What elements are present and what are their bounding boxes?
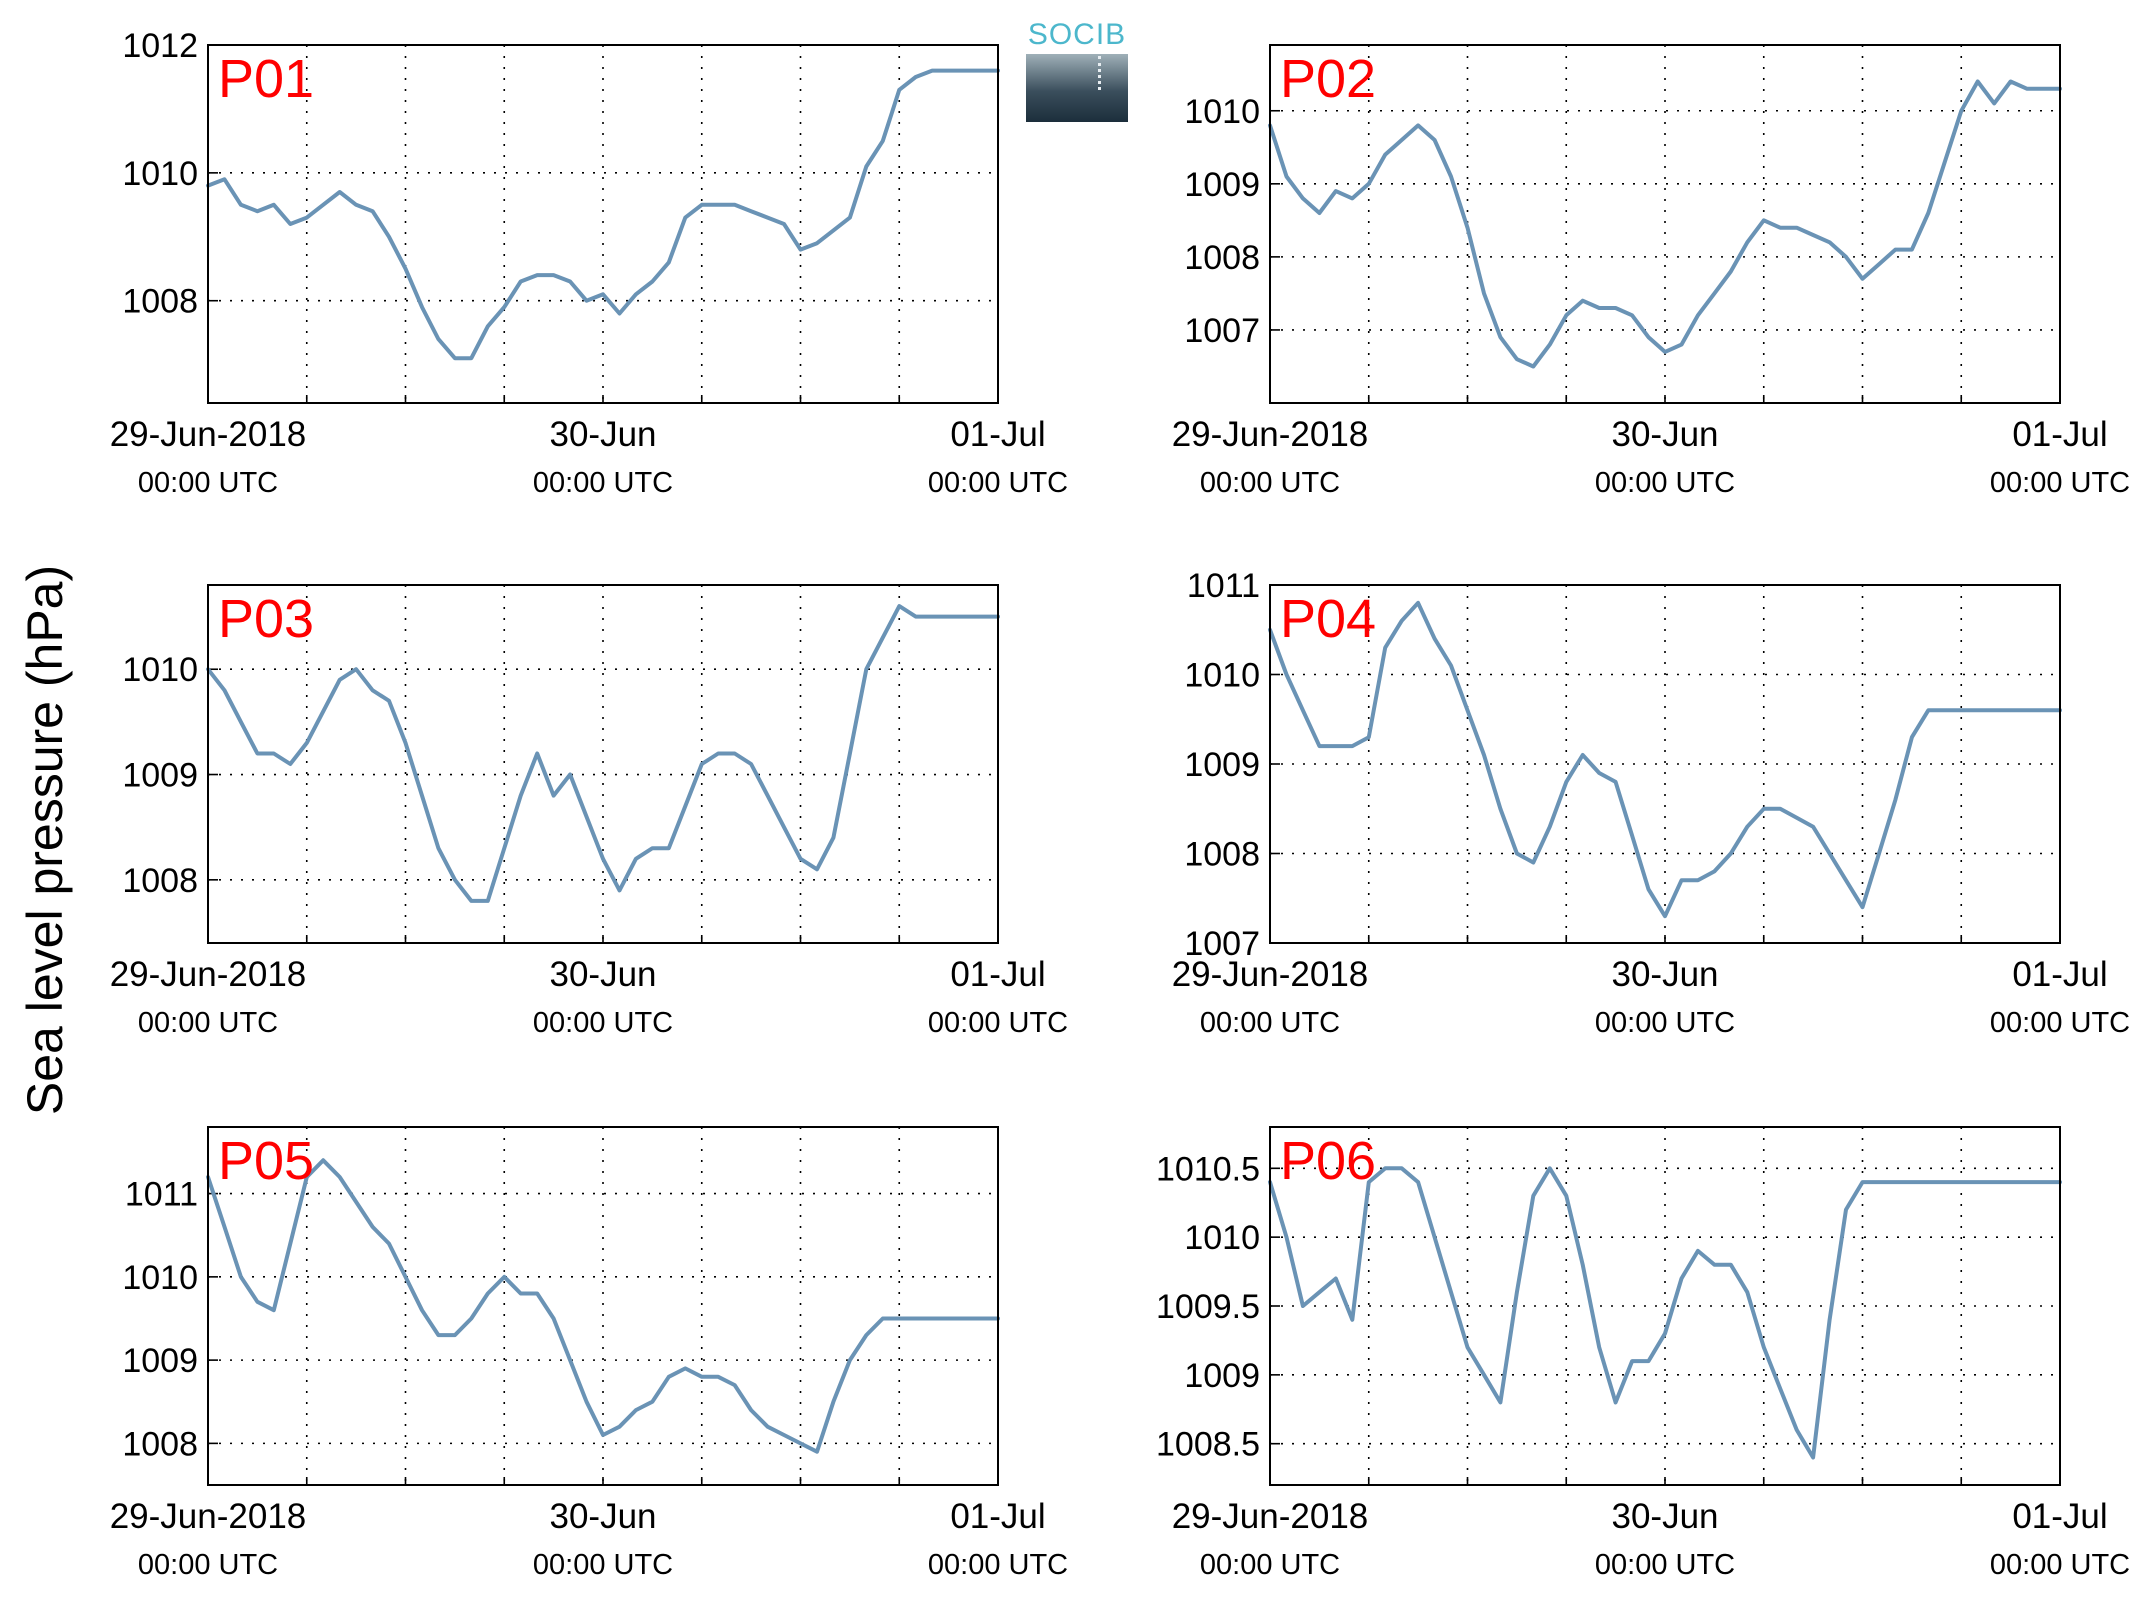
axes-frame: [207, 1126, 999, 1486]
series-line: [1268, 600, 2062, 919]
x-tick-sublabel: 00:00 UTC: [1990, 1549, 2130, 1581]
x-tick-sublabel: 00:00 UTC: [1595, 467, 1735, 499]
y-tick-label: 1010: [122, 651, 198, 689]
y-tick-label: 1009.5: [1156, 1288, 1260, 1326]
x-tick-label: 01-Jul: [2012, 955, 2107, 994]
y-tick-label: 1012: [122, 27, 198, 65]
x-tick-sublabel: 00:00 UTC: [1200, 467, 1340, 499]
panel-label: P06: [1280, 1131, 1376, 1191]
x-tick-label: 29-Jun-2018: [1172, 955, 1369, 994]
y-tick-label: 1007: [1184, 312, 1260, 350]
panel-p05: 1008 1009 1010 1011 29-Jun-2018 00:00 UTC 30-J…: [110, 1126, 1068, 1581]
panel-p04: 1007 1008 1009 1010 1011 29-Jun-2018 00:00 UTC…: [1172, 567, 2130, 1039]
x-tick-label: 01-Jul: [950, 415, 1045, 454]
axes-frame: [1269, 1126, 2061, 1486]
x-tick-label: 29-Jun-2018: [110, 415, 307, 454]
series-line: [206, 68, 1000, 361]
panel-label: P04: [1280, 589, 1376, 649]
axes-frame: [207, 44, 999, 404]
panel-p03: 1008 1009 1010 29-Jun-2018 00:00 UTC 30-Jun 00…: [110, 584, 1068, 1039]
x-tick-sublabel: 00:00 UTC: [533, 1549, 673, 1581]
y-tick-label: 1011: [1187, 567, 1260, 605]
x-tick-label: 01-Jul: [950, 1497, 1045, 1536]
panel-label: P02: [1280, 49, 1376, 109]
y-tick-label: 1007: [1184, 925, 1260, 963]
x-tick-label: 30-Jun: [549, 1497, 656, 1536]
series-line: [206, 604, 1000, 903]
axes-frame: [1269, 44, 2061, 404]
x-tick-label: 29-Jun-2018: [1172, 1497, 1369, 1536]
y-tick-label: 1009: [1184, 1357, 1260, 1395]
logo-text: SOCIB: [1027, 18, 1127, 51]
y-tick-label: 1008: [122, 283, 198, 321]
logo-block: [1026, 54, 1128, 122]
y-tick-label: 1008: [1184, 239, 1260, 277]
x-tick-sublabel: 00:00 UTC: [1595, 1007, 1735, 1039]
logo-dots: [1098, 56, 1101, 90]
y-tick-label: 1008: [122, 1425, 198, 1463]
x-tick-sublabel: 00:00 UTC: [928, 1007, 1068, 1039]
x-tick-sublabel: 00:00 UTC: [1595, 1549, 1735, 1581]
x-tick-sublabel: 00:00 UTC: [138, 467, 278, 499]
x-tick-label: 01-Jul: [2012, 1497, 2107, 1536]
panel-p02: 1007 1008 1009 1010 29-Jun-2018 00:00 UTC 30-J…: [1172, 44, 2130, 499]
x-tick-label: 30-Jun: [549, 955, 656, 994]
x-tick-sublabel: 00:00 UTC: [928, 1549, 1068, 1581]
x-tick-sublabel: 00:00 UTC: [1200, 1007, 1340, 1039]
x-tick-label: 29-Jun-2018: [1172, 415, 1369, 454]
x-tick-sublabel: 00:00 UTC: [1990, 467, 2130, 499]
x-tick-sublabel: 00:00 UTC: [533, 467, 673, 499]
socib-logo: SOCIB: [1026, 18, 1128, 122]
y-tick-label: 1010: [122, 155, 198, 193]
y-tick-label: 1010: [1184, 93, 1260, 131]
series-line: [1268, 79, 2062, 369]
y-tick-label: 1010: [1184, 657, 1260, 695]
y-tick-label: 1009: [1184, 746, 1260, 784]
panel-label: P03: [218, 589, 314, 649]
y-tick-label: 1008: [1184, 836, 1260, 874]
x-tick-sublabel: 00:00 UTC: [1990, 1007, 2130, 1039]
series-line: [206, 1158, 1000, 1454]
y-tick-label: 1011: [125, 1176, 198, 1214]
y-tick-label: 1008.5: [1156, 1426, 1260, 1464]
panel-p06: 1008.5 1009 1009.5 1010 1010.5 29-Jun-2018 00:…: [1156, 1126, 2130, 1581]
x-tick-sublabel: 00:00 UTC: [1200, 1549, 1340, 1581]
x-tick-label: 29-Jun-2018: [110, 1497, 307, 1536]
axes-frame: [207, 584, 999, 944]
y-tick-label: 1010.5: [1156, 1150, 1260, 1188]
y-tick-label: 1010: [122, 1259, 198, 1297]
x-tick-label: 01-Jul: [950, 955, 1045, 994]
y-tick-label: 1010: [1184, 1219, 1260, 1257]
panel-label: P05: [218, 1131, 314, 1191]
y-axis-label: Sea level pressure (hPa): [17, 565, 73, 1115]
x-tick-label: 29-Jun-2018: [110, 955, 307, 994]
x-tick-label: 30-Jun: [1611, 415, 1718, 454]
y-tick-label: 1009: [1184, 166, 1260, 204]
panel-p01: 1008 1010 1012 29-Jun-2018 00:00 UTC 30-Jun 00…: [110, 27, 1068, 499]
y-tick-label: 1009: [122, 757, 198, 795]
x-tick-label: 01-Jul: [2012, 415, 2107, 454]
y-tick-label: 1009: [122, 1342, 198, 1380]
axes-frame: [1269, 584, 2061, 944]
y-tick-label: 1008: [122, 862, 198, 900]
x-tick-sublabel: 00:00 UTC: [138, 1007, 278, 1039]
panel-label: P01: [218, 49, 314, 109]
x-tick-sublabel: 00:00 UTC: [928, 467, 1068, 499]
x-tick-label: 30-Jun: [549, 415, 656, 454]
x-tick-label: 30-Jun: [1611, 1497, 1718, 1536]
panels-layer: 1008 1010 1012 29-Jun-2018 00:00 UTC 30-Jun 00…: [110, 27, 2130, 1581]
x-tick-sublabel: 00:00 UTC: [138, 1549, 278, 1581]
series-line: [1268, 1166, 2062, 1460]
x-tick-sublabel: 00:00 UTC: [533, 1007, 673, 1039]
x-tick-label: 30-Jun: [1611, 955, 1718, 994]
